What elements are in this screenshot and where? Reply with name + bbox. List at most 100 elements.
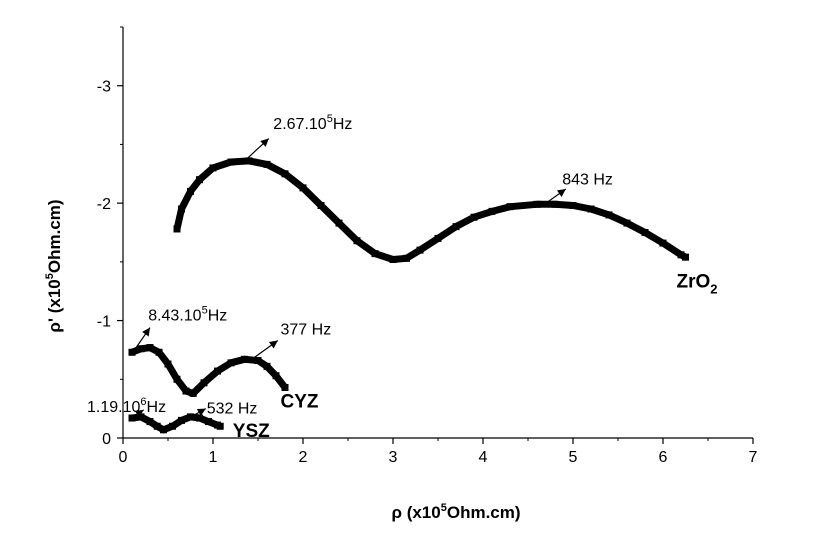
data-point <box>263 362 271 370</box>
data-point <box>178 416 185 424</box>
data-point <box>153 422 161 430</box>
series-label-layer: ZrO2 CYZ YSZ <box>233 272 718 442</box>
series-cyz <box>128 344 289 397</box>
annotation-label: 377 Hz <box>281 322 332 339</box>
frequency-annotation: 377 Hz <box>253 322 332 359</box>
data-point <box>403 254 410 262</box>
data-point <box>623 219 631 227</box>
data-point <box>488 207 496 215</box>
annotation-label: 843 Hz <box>562 171 613 188</box>
annotation-label: 532 Hz <box>207 400 258 417</box>
data-point <box>241 355 248 363</box>
y-tick-label: -3 <box>97 79 111 96</box>
axis-ticks: 0 1 2 3 4 5 6 7 0 -1 -2 -3 <box>97 26 758 466</box>
data-point <box>128 414 136 422</box>
data-point <box>641 229 649 236</box>
annotation-layer: 2.67.105Hz 843 Hz 8.43.105Hz 377 Hz 1.19.106… <box>87 113 613 418</box>
data-point <box>353 237 361 245</box>
y-tick-label: -2 <box>97 196 111 213</box>
x-axis-title: ρ (x105Ohm.cm) <box>391 502 520 522</box>
data-point <box>146 344 154 352</box>
data-point <box>551 200 559 208</box>
data-point <box>160 426 167 434</box>
x-tick-label: 2 <box>299 449 308 466</box>
data-point <box>214 367 221 375</box>
x-tick-label: 7 <box>749 449 758 466</box>
data-point <box>227 158 235 166</box>
data-point <box>169 422 176 430</box>
data-point <box>173 225 181 233</box>
annotation-label: 8.43.105Hz <box>148 305 227 325</box>
data-point <box>173 375 181 383</box>
data-point <box>164 360 172 368</box>
data-point <box>272 372 280 380</box>
annotation-arrow-head <box>260 138 269 147</box>
annotation-arrow-head <box>134 409 144 418</box>
data-point <box>178 205 185 213</box>
annotation-arrow-head <box>556 189 566 197</box>
data-point <box>205 418 212 426</box>
data-point <box>146 418 154 426</box>
series-label: ZrO2 <box>677 272 718 297</box>
frequency-annotation: 2.67.105Hz <box>246 113 352 159</box>
data-point <box>587 205 595 213</box>
data-point <box>335 219 343 227</box>
x-tick-label: 4 <box>479 449 488 466</box>
y-axis-title: ρ' (x105Ohm.cm) <box>44 199 64 332</box>
series-ysz <box>128 413 224 434</box>
data-point <box>605 211 613 219</box>
data-point <box>245 157 253 165</box>
data-point <box>187 413 194 421</box>
plot-frame <box>122 27 753 439</box>
data-point <box>659 239 667 247</box>
x-tick-label: 0 <box>119 449 128 466</box>
x-tick-label: 3 <box>389 449 398 466</box>
annotation-arrow-head <box>196 408 206 417</box>
x-tick-label: 5 <box>569 449 578 466</box>
data-point <box>569 201 577 209</box>
data-point <box>281 384 289 392</box>
data-point <box>209 164 217 172</box>
y-tick-label: 0 <box>102 431 111 448</box>
x-tick-label: 1 <box>209 449 218 466</box>
series-line <box>130 344 288 397</box>
data-point <box>533 200 541 208</box>
annotation-label: 1.19.106Hz <box>87 396 166 416</box>
annotation-label: 2.67.105Hz <box>273 113 352 133</box>
data-point <box>227 359 235 367</box>
annotation-arrow-head <box>268 340 278 349</box>
data-point <box>263 160 271 168</box>
data-point <box>677 251 685 259</box>
data-point <box>470 213 478 221</box>
data-point <box>189 389 197 397</box>
data-point <box>128 348 136 356</box>
data-point <box>416 246 424 254</box>
data-point <box>137 413 145 421</box>
annotation-arrow-head <box>142 327 150 337</box>
data-point <box>452 223 460 231</box>
data-point <box>216 422 224 430</box>
data-point <box>506 203 514 211</box>
data-point <box>317 201 325 209</box>
data-point <box>254 356 262 364</box>
data-point <box>196 414 203 422</box>
series-zro2 <box>173 157 689 264</box>
data-point <box>200 379 208 387</box>
data-point <box>182 387 190 395</box>
series-label: CYZ <box>281 391 319 412</box>
data-point <box>682 253 689 261</box>
series-label: YSZ <box>233 421 270 442</box>
frequency-annotation: 8.43.105Hz <box>131 305 227 354</box>
frequency-annotation: 1.19.106Hz <box>87 396 166 418</box>
data-point <box>137 345 145 353</box>
data-point <box>155 348 163 356</box>
data-point <box>299 184 307 192</box>
series-layer <box>128 157 689 434</box>
x-tick-label: 6 <box>659 449 668 466</box>
data-point <box>371 250 379 258</box>
frequency-annotation: 532 Hz <box>192 400 258 417</box>
data-point <box>281 170 289 178</box>
y-tick-label: -1 <box>97 314 111 331</box>
data-point <box>389 256 397 264</box>
